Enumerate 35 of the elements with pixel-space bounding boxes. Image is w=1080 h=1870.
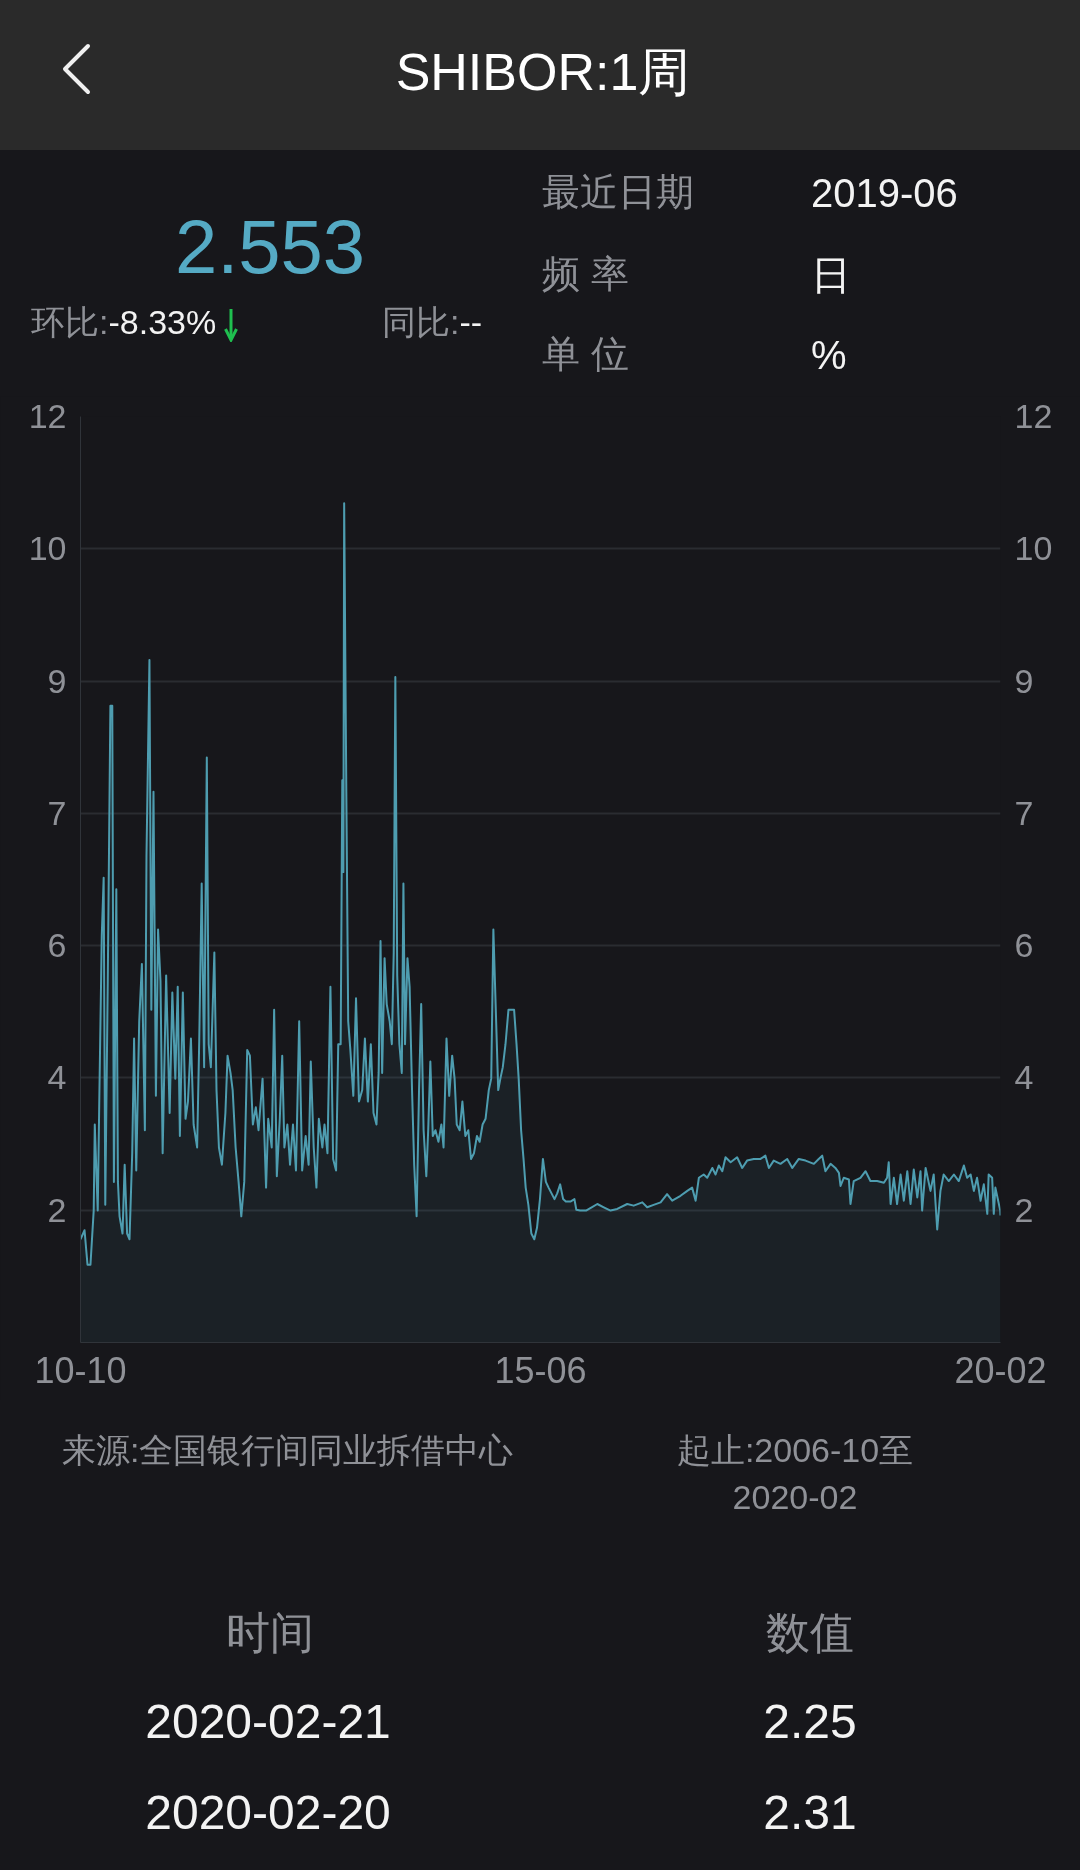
x-tick-label: 15-06 bbox=[494, 1349, 587, 1391]
text: 起止:2006-10至2020-02 bbox=[675, 1429, 915, 1518]
y2-tick-label: 10 bbox=[1014, 528, 1053, 567]
text: % bbox=[811, 332, 847, 379]
y2-tick-label: 7 bbox=[1014, 793, 1034, 832]
y2-tick-label: 6 bbox=[1014, 926, 1034, 965]
y2-tick-label: 12 bbox=[1014, 397, 1053, 435]
text: 2.31 bbox=[763, 1785, 857, 1842]
text: 数值 bbox=[766, 1606, 854, 1659]
text: 2.25 bbox=[763, 1694, 857, 1751]
text: 2020-02-21 bbox=[145, 1694, 391, 1751]
x-tick-label: 10-10 bbox=[34, 1349, 127, 1391]
y-tick-label: 6 bbox=[47, 926, 67, 965]
y2-tick-label: 4 bbox=[1014, 1058, 1034, 1097]
y-tick-label: 2 bbox=[47, 1191, 67, 1230]
text: 时间 bbox=[226, 1606, 314, 1659]
text: 频 率 bbox=[542, 252, 629, 298]
text: 同比:-- bbox=[382, 302, 483, 341]
y-tick-label: 10 bbox=[28, 528, 67, 567]
text: 2019-06 bbox=[811, 170, 958, 217]
y-tick-label: 9 bbox=[47, 661, 67, 700]
y-tick-label: 12 bbox=[28, 397, 67, 435]
y-tick-label: 7 bbox=[47, 793, 67, 832]
y-tick-label: 4 bbox=[47, 1058, 67, 1097]
y2-tick-label: 2 bbox=[1014, 1191, 1034, 1230]
text: 日 bbox=[811, 252, 851, 299]
chart-title: SHIBOR:1周 bbox=[395, 41, 691, 103]
source-note: 来源:全国银行间同业拆借中心 bbox=[62, 1429, 514, 1471]
text: 2020-02-20 bbox=[145, 1785, 391, 1842]
x-tick-label: 20-02 bbox=[954, 1349, 1047, 1391]
text: 环比:-8.33% bbox=[31, 302, 217, 341]
text: 单 位 bbox=[542, 332, 629, 378]
y2-tick-label: 9 bbox=[1014, 661, 1034, 700]
text: 最近日期 bbox=[542, 170, 694, 216]
text: 2.553 bbox=[174, 203, 366, 292]
